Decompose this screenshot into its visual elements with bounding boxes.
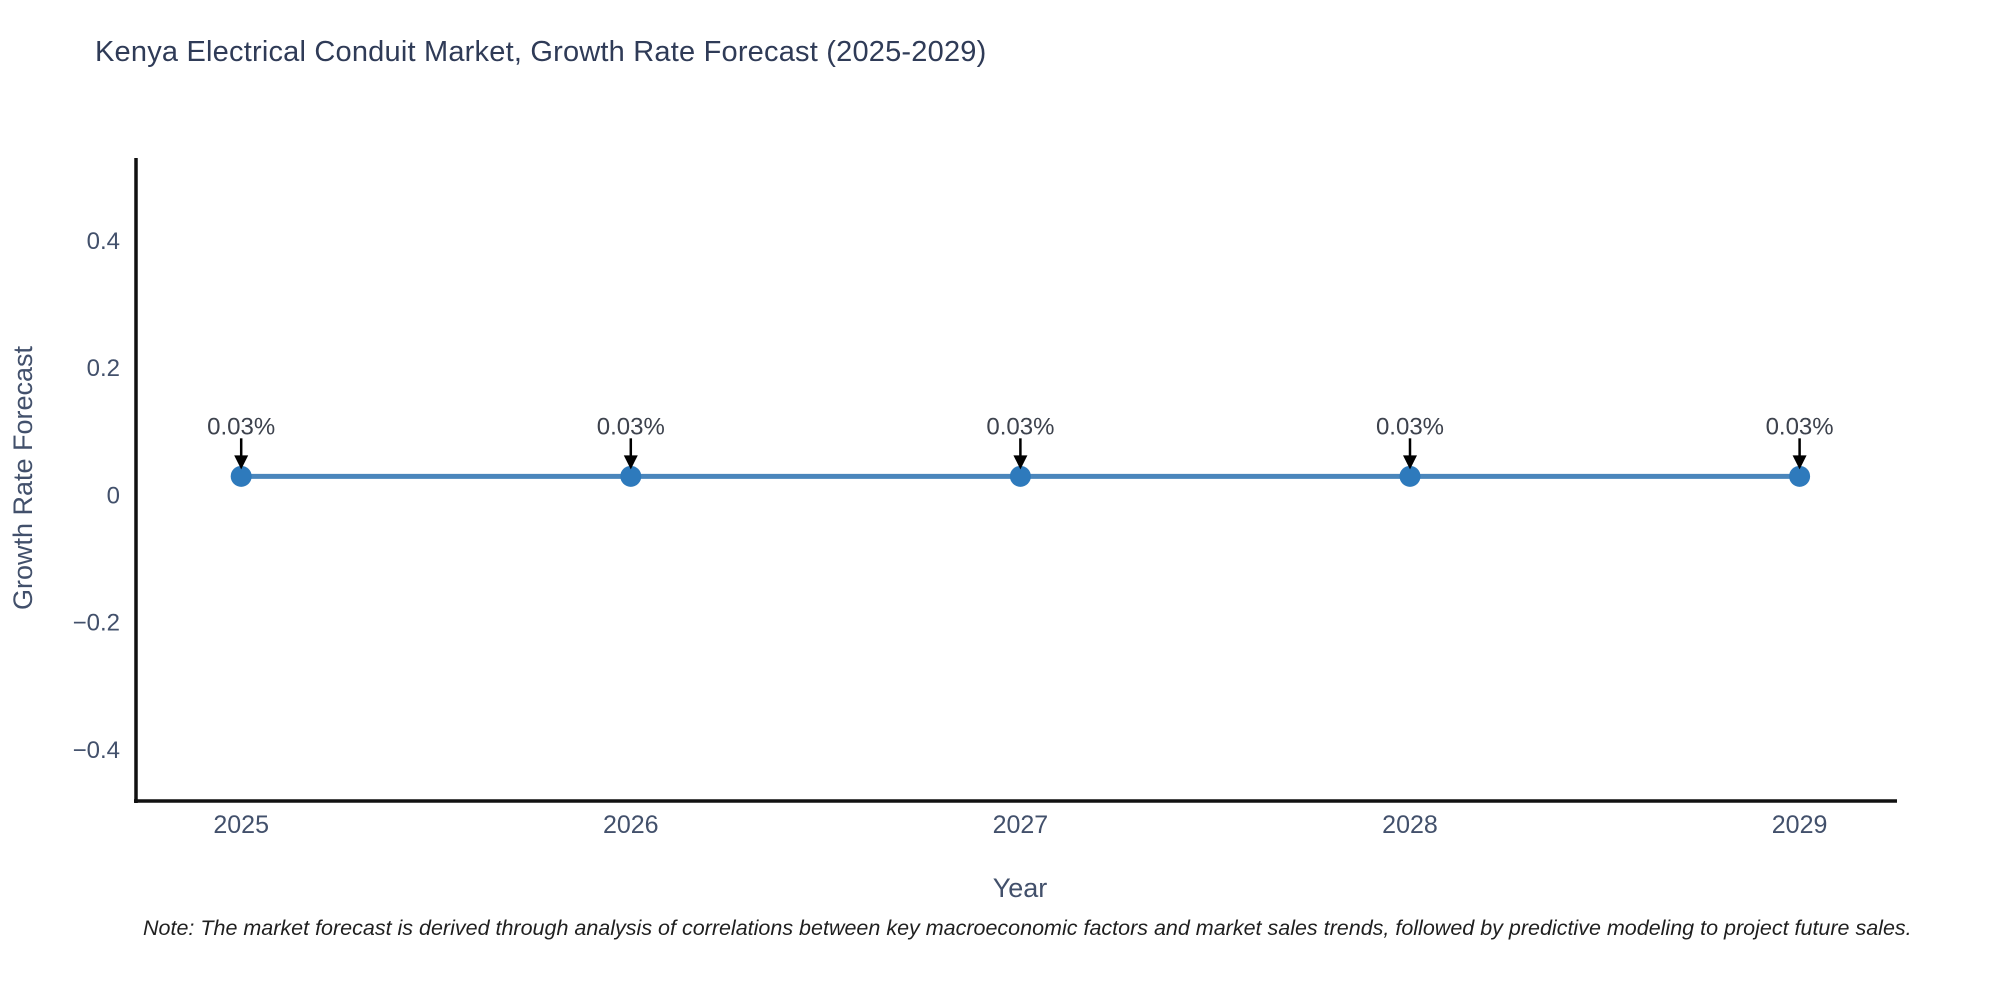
annotation-arrow-head xyxy=(234,455,249,470)
x-axis-tick-labels: 2025 2026 2027 2028 2029 xyxy=(213,811,1827,839)
data-point-marker xyxy=(230,465,252,487)
x-tick-label: 2028 xyxy=(1382,811,1438,839)
data-point-marker xyxy=(620,465,642,487)
x-tick-label: 2029 xyxy=(1772,811,1828,839)
annotation-label: 0.03% xyxy=(986,413,1054,440)
annotation-arrow-head xyxy=(1402,455,1417,470)
annotation-label: 0.03% xyxy=(207,413,275,440)
annotation-arrow-head xyxy=(1013,455,1028,470)
x-tick-label: 2027 xyxy=(993,811,1049,839)
x-tick-label: 2025 xyxy=(213,811,269,839)
axes xyxy=(134,158,1897,803)
annotation-label: 0.03% xyxy=(1376,413,1444,440)
y-axis-title: Growth Rate Forecast xyxy=(8,345,38,610)
annotation-arrow-head xyxy=(1792,455,1807,470)
x-tick-label: 2026 xyxy=(603,811,659,839)
data-point-marker xyxy=(1399,465,1421,487)
annotation-label: 0.03% xyxy=(597,413,665,440)
point-annotations: 0.03% 0.03% 0.03% 0.03% 0.03% xyxy=(207,413,1834,470)
chart-title: Kenya Electrical Conduit Market, Growth … xyxy=(95,36,987,68)
y-tick-label: 0.4 xyxy=(87,228,120,255)
annotation-arrow-head xyxy=(623,455,638,470)
x-axis-title: Year xyxy=(993,873,1048,903)
y-tick-label: 0 xyxy=(107,482,120,509)
data-point-marker xyxy=(1789,465,1811,487)
y-axis-tick-labels: 0.4 0.2 0 −0.2 −0.4 xyxy=(73,228,120,764)
data-series xyxy=(230,465,1811,487)
data-point-marker xyxy=(1009,465,1031,487)
y-tick-label: 0.2 xyxy=(87,355,120,382)
growth-rate-line-chart: 0.4 0.2 0 −0.2 −0.4 2025 2026 2027 2028 2029 0.0… xyxy=(8,158,1897,903)
y-tick-label: −0.2 xyxy=(73,610,120,637)
footnote: Note: The market forecast is derived thr… xyxy=(143,916,1912,940)
annotation-label: 0.03% xyxy=(1766,413,1834,440)
y-tick-label: −0.4 xyxy=(73,737,120,764)
